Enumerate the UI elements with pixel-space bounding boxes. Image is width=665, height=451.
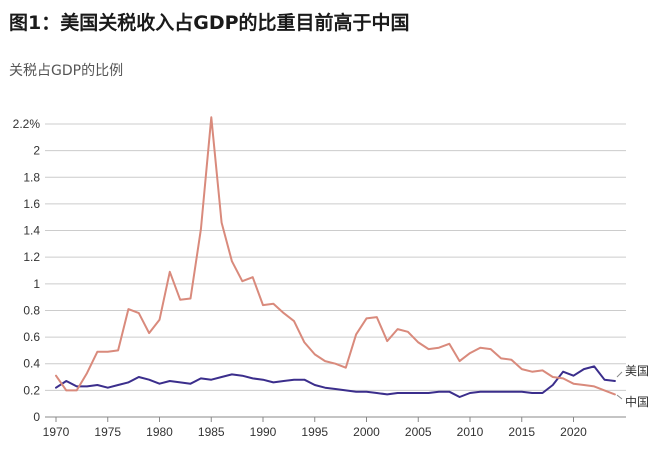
- y-tick-label: 1: [33, 277, 40, 291]
- y-tick-label: 1.2: [23, 250, 40, 264]
- x-tick-label: 1980: [146, 425, 173, 439]
- x-tick-label: 1970: [43, 425, 70, 439]
- chart-title: 图1：美国关税收入占GDP的比重目前高于中国: [9, 12, 410, 34]
- x-tick-label: 2020: [560, 425, 587, 439]
- series-line-0: [55, 365, 616, 398]
- legend-label-0: 美国: [625, 364, 649, 378]
- x-tick-label: 2000: [353, 425, 380, 439]
- y-tick-label: 1.6: [23, 197, 40, 211]
- x-tick-label: 1985: [198, 425, 225, 439]
- x-tick-label: 1990: [250, 425, 277, 439]
- chart-subtitle: 关税占GDP的比例: [9, 63, 124, 79]
- legend-leader-line: [616, 394, 623, 400]
- y-tick-label: 1.4: [23, 224, 40, 238]
- y-tick-label: 0.8: [23, 303, 40, 317]
- x-tick-label: 2005: [405, 425, 432, 439]
- y-tick-label: 1.8: [23, 170, 40, 184]
- legend-label-1: 中国: [625, 394, 649, 409]
- series-line-1: [55, 116, 616, 396]
- x-tick-label: 1975: [94, 425, 121, 439]
- y-tick-label: 0.4: [23, 357, 40, 371]
- y-tick-label: 2.2%: [13, 117, 41, 131]
- y-tick-label: 0: [33, 410, 40, 424]
- y-tick-label: 2: [33, 144, 40, 158]
- series-lines: [55, 116, 616, 398]
- x-axis: 1970 1975 1980 1985 1990 1995 2000 2005 2010 2015…: [43, 417, 587, 439]
- y-axis-ticks: 0 0.2 0.4 0.6 0.8 1 1.2 1.4 1.6 1.8 2 2.2%: [13, 117, 41, 424]
- x-tick-label: 2010: [457, 425, 484, 439]
- gridlines: [45, 123, 626, 418]
- y-tick-label: 0.2: [23, 383, 40, 397]
- legend-leader-line: [616, 371, 623, 378]
- x-tick-label: 2015: [508, 425, 535, 439]
- x-tick-label: 1995: [301, 425, 328, 439]
- y-tick-label: 0.6: [23, 330, 40, 344]
